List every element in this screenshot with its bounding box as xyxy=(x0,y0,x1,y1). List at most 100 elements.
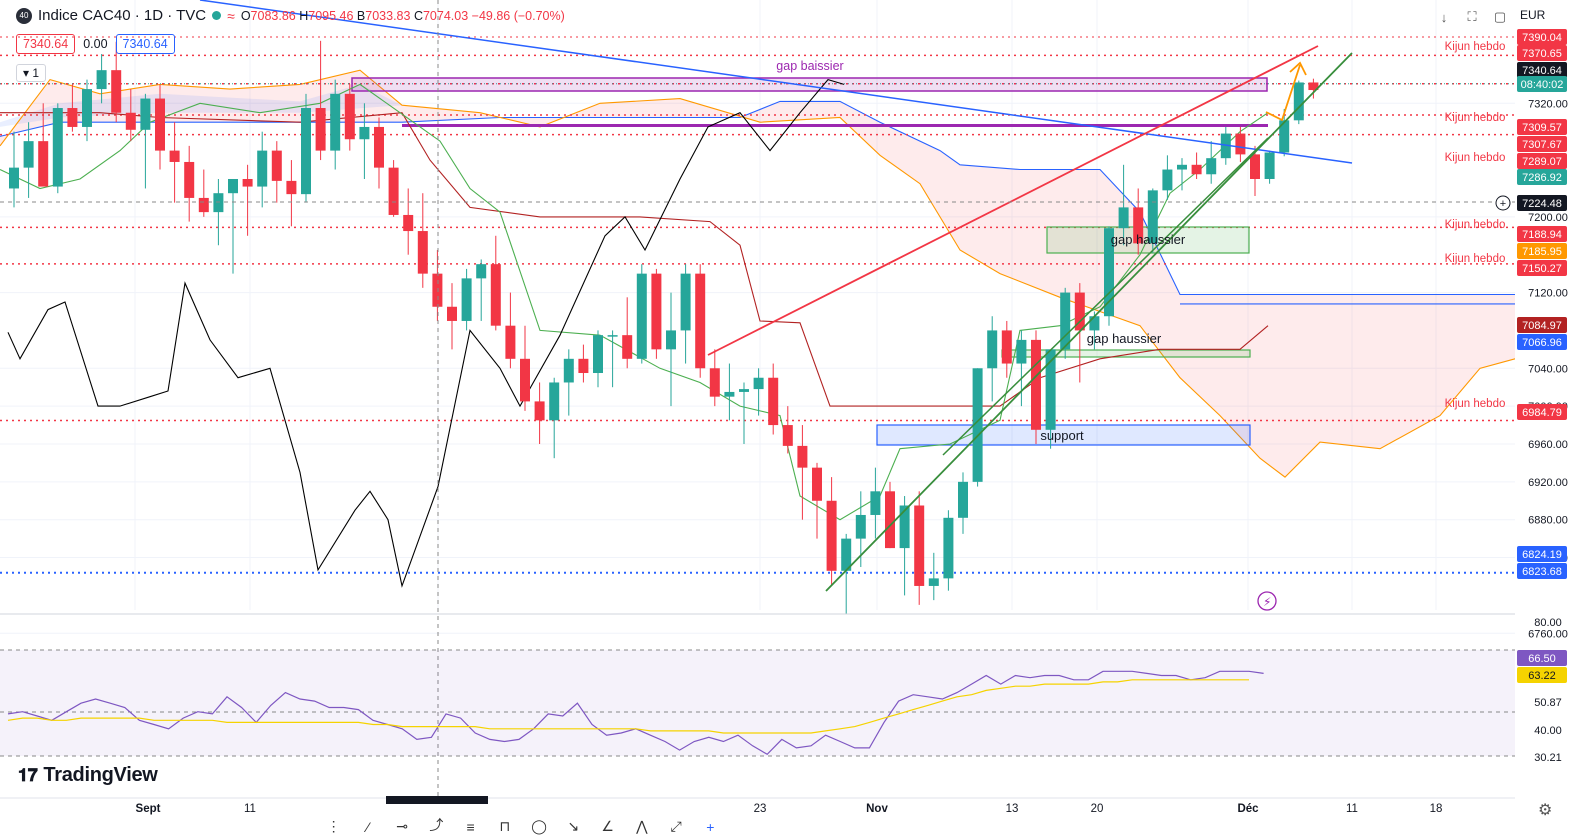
candle-body[interactable] xyxy=(1279,120,1290,153)
buy-price-button[interactable]: 7340.64 xyxy=(115,34,175,54)
candle-body[interactable] xyxy=(447,306,457,321)
candle-body[interactable] xyxy=(972,368,983,482)
purple-line-zone[interactable] xyxy=(402,124,1268,127)
rsi-tag-label[interactable]: 66.50 xyxy=(1528,653,1556,665)
sell-price-button[interactable]: 7340.64 xyxy=(16,34,76,54)
candle-body[interactable] xyxy=(695,273,706,369)
candle-body[interactable] xyxy=(359,126,370,140)
candle-body[interactable] xyxy=(1104,228,1114,317)
candle-body[interactable] xyxy=(344,93,355,140)
candle-body[interactable] xyxy=(330,93,341,151)
candle-body[interactable] xyxy=(797,445,808,468)
trendline-tool-icon[interactable]: ⁄ xyxy=(366,819,370,835)
price-tag-label[interactable]: 7185.95 xyxy=(1522,246,1562,258)
candle-body[interactable] xyxy=(374,126,384,168)
candle-body[interactable] xyxy=(1060,292,1071,350)
candle-body[interactable] xyxy=(169,150,180,162)
candle-body[interactable] xyxy=(490,264,501,326)
path-tool-icon[interactable]: ⤴ xyxy=(429,817,444,833)
candle-body[interactable] xyxy=(739,389,749,392)
candle-body[interactable] xyxy=(928,578,939,586)
candle-body[interactable] xyxy=(1045,349,1056,430)
annotation-label[interactable]: gap baissier xyxy=(776,59,843,73)
candle-body[interactable] xyxy=(1162,169,1173,191)
candle-body[interactable] xyxy=(870,491,881,515)
support-zone[interactable] xyxy=(876,424,1251,446)
candle-body[interactable] xyxy=(666,330,676,350)
rsi-tag-label[interactable]: 63.22 xyxy=(1528,670,1556,682)
candle-body[interactable] xyxy=(38,141,49,187)
lightning-icon-circle[interactable] xyxy=(1257,591,1277,611)
candle-body[interactable] xyxy=(826,500,837,571)
candle-body[interactable] xyxy=(768,377,779,426)
screenshot-icon[interactable]: ▢ xyxy=(1493,9,1507,24)
candle-body[interactable] xyxy=(82,89,92,127)
download-icon[interactable]: ↓ xyxy=(1440,9,1448,25)
annotation-label[interactable]: support xyxy=(1040,428,1084,443)
annotation-label[interactable]: gap haussier xyxy=(1111,232,1186,247)
candle-body[interactable] xyxy=(943,517,954,579)
red-trendline[interactable] xyxy=(707,45,1319,356)
currency-label[interactable]: EUR xyxy=(1520,8,1546,22)
candle-body[interactable] xyxy=(520,358,530,402)
candle-body[interactable] xyxy=(23,141,34,168)
price-tag-label[interactable]: 6824.19 xyxy=(1522,549,1562,561)
channel-tool-icon[interactable]: ⊓ xyxy=(499,818,511,834)
settings-gear-icon[interactable]: ⚙ xyxy=(1538,802,1553,819)
candle-body[interactable] xyxy=(534,401,545,421)
text-tool-icon[interactable]: ⤢ xyxy=(670,818,682,834)
pattern-tool-icon[interactable]: ⋀ xyxy=(636,818,648,834)
candle-body[interactable] xyxy=(578,358,589,374)
candle-body[interactable] xyxy=(724,391,735,397)
wave-icon[interactable]: ≈ xyxy=(227,7,235,24)
blue-trendline[interactable] xyxy=(199,0,1353,164)
candle-body[interactable] xyxy=(885,491,895,549)
candle-body[interactable] xyxy=(417,231,428,274)
symbol-title[interactable]: Indice CAC40 · 1D · TVC xyxy=(38,7,207,24)
crosshair-tool-icon[interactable]: + xyxy=(706,819,715,835)
candle-body[interactable] xyxy=(111,70,122,113)
candle-body[interactable] xyxy=(563,358,574,383)
candle-body[interactable] xyxy=(286,180,297,195)
gap-baissier-zone[interactable] xyxy=(351,77,1268,92)
candle-body[interactable] xyxy=(1206,158,1217,175)
candle-body[interactable] xyxy=(1118,207,1129,229)
candle-body[interactable] xyxy=(782,425,793,446)
candle-body[interactable] xyxy=(1074,292,1085,331)
candle-body[interactable] xyxy=(476,264,487,279)
candle-body[interactable] xyxy=(622,335,633,359)
candle-body[interactable] xyxy=(271,150,282,181)
candle-body[interactable] xyxy=(403,214,414,232)
price-tag-label[interactable]: 7340.64 xyxy=(1522,65,1562,77)
candle-body[interactable] xyxy=(228,178,238,194)
green-trendline-upper[interactable] xyxy=(825,52,1353,592)
candle-body[interactable] xyxy=(812,467,822,501)
candle-body[interactable] xyxy=(301,108,311,195)
annotation-label[interactable]: Kijun hebdo xyxy=(1445,112,1506,124)
candle-body[interactable] xyxy=(155,98,165,151)
candle-body[interactable] xyxy=(709,368,720,397)
fib-tool-icon[interactable]: ≡ xyxy=(466,819,475,835)
candle-body[interactable] xyxy=(1177,164,1187,170)
candle-body[interactable] xyxy=(505,325,516,359)
forecast-arrow[interactable] xyxy=(1265,64,1301,122)
candle-body[interactable] xyxy=(1016,339,1027,364)
price-tag-label[interactable]: 6984.79 xyxy=(1522,407,1562,419)
candle-body[interactable] xyxy=(1264,152,1275,179)
candle-body[interactable] xyxy=(184,161,195,198)
candle-body[interactable] xyxy=(607,335,618,337)
annotation-label[interactable]: Kijun hebdo xyxy=(1445,253,1506,265)
green-trendline-lower[interactable] xyxy=(942,137,1269,456)
lot-size-control[interactable]: ▾ 1 xyxy=(16,64,47,82)
candle-body[interactable] xyxy=(841,538,852,571)
measure-tool-icon[interactable]: ∠ xyxy=(601,818,614,834)
candle-body[interactable] xyxy=(140,98,151,130)
candle-body[interactable] xyxy=(636,273,647,359)
drawing-toolbar-handle[interactable] xyxy=(386,796,488,804)
price-tag-label[interactable]: 7309.57 xyxy=(1522,122,1562,134)
candle-body[interactable] xyxy=(549,382,560,421)
candle-body[interactable] xyxy=(213,193,224,213)
price-scale[interactable]: 7320.007200.007120.007040.007000.006960.… xyxy=(1495,0,1582,835)
price-tag-label[interactable]: 7289.07 xyxy=(1522,156,1562,168)
